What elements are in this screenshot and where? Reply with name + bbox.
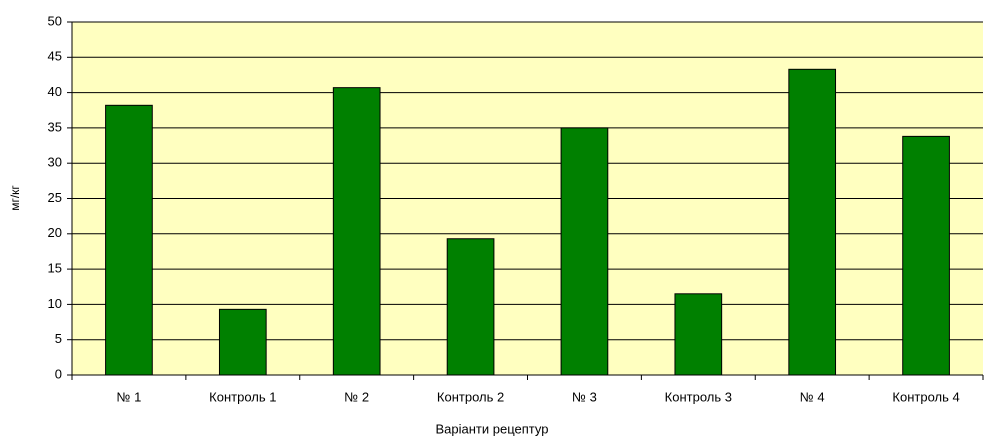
y-tick-label: 10 — [48, 296, 62, 311]
y-tick-label: 25 — [48, 190, 62, 205]
bar — [105, 104, 153, 376]
bar — [902, 135, 950, 376]
y-axis-label: мг/кг — [8, 185, 22, 211]
x-axis-label: Варіанти рецептур — [436, 421, 549, 436]
x-tick-label: № 1 — [117, 389, 142, 404]
y-tick-label: 0 — [55, 366, 62, 381]
y-tick-label: 35 — [48, 119, 62, 134]
y-tick-label: 40 — [48, 84, 62, 99]
x-tick-label: Контроль 2 — [437, 389, 504, 404]
y-tick-label: 5 — [55, 331, 62, 346]
bar — [560, 127, 609, 376]
x-tick-label: Контроль 4 — [892, 389, 959, 404]
x-tick-label: № 2 — [344, 389, 369, 404]
x-tick-label: № 4 — [800, 389, 825, 404]
bar — [218, 308, 267, 376]
x-tick-label: № 3 — [572, 389, 597, 404]
x-tick-label: Контроль 3 — [665, 389, 732, 404]
y-tick-label: 45 — [48, 49, 62, 64]
bar — [674, 293, 723, 376]
bar — [332, 87, 381, 376]
y-tick-label: 20 — [48, 225, 62, 240]
y-tick-label: 15 — [48, 261, 62, 276]
bar — [788, 68, 837, 376]
x-tick-label: Контроль 1 — [209, 389, 276, 404]
y-tick-label: 50 — [48, 13, 62, 28]
bar — [446, 238, 495, 376]
y-tick-label: 30 — [48, 155, 62, 170]
